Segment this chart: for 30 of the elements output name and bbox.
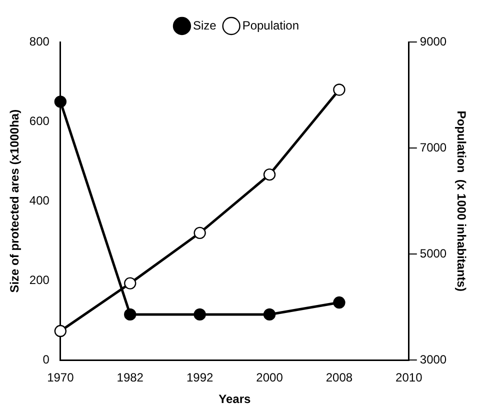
y-tick-label: 0 (42, 352, 50, 367)
point (263, 168, 276, 181)
point (263, 308, 276, 321)
y2-tick-label: 9000 (420, 34, 447, 48)
x-tick-label: 2000 (256, 370, 284, 385)
x-tick-label: 1992 (186, 370, 214, 385)
y-axis-title: Size of protected ares (x1000ha) (8, 109, 22, 293)
x-axis-title: Years (218, 392, 251, 406)
legend-label: Population (242, 18, 300, 32)
x-tick-label: 1982 (116, 370, 144, 385)
point (333, 296, 346, 309)
y2-tick-label: 3000 (420, 352, 447, 367)
point (54, 324, 67, 338)
y2-tick-label: 7000 (420, 140, 447, 154)
point (194, 308, 206, 321)
point (124, 277, 136, 290)
point (54, 96, 67, 108)
y-tick-label: 400 (29, 193, 50, 208)
x-tick-label: 2010 (396, 370, 423, 385)
y-tick-label: 600 (29, 114, 50, 128)
y2-axis-title: Population (x 1000 inhabitants) (454, 110, 468, 292)
x-tick-label: 2008 (326, 370, 353, 385)
y-tick-label: 200 (29, 272, 50, 287)
legend-label: Size (192, 18, 217, 32)
point (124, 308, 136, 321)
y-tick-label: 800 (29, 34, 50, 48)
point (194, 226, 206, 240)
point (333, 84, 346, 96)
y2-tick-label: 5000 (420, 246, 447, 260)
x-tick-label: 1970 (47, 370, 74, 385)
